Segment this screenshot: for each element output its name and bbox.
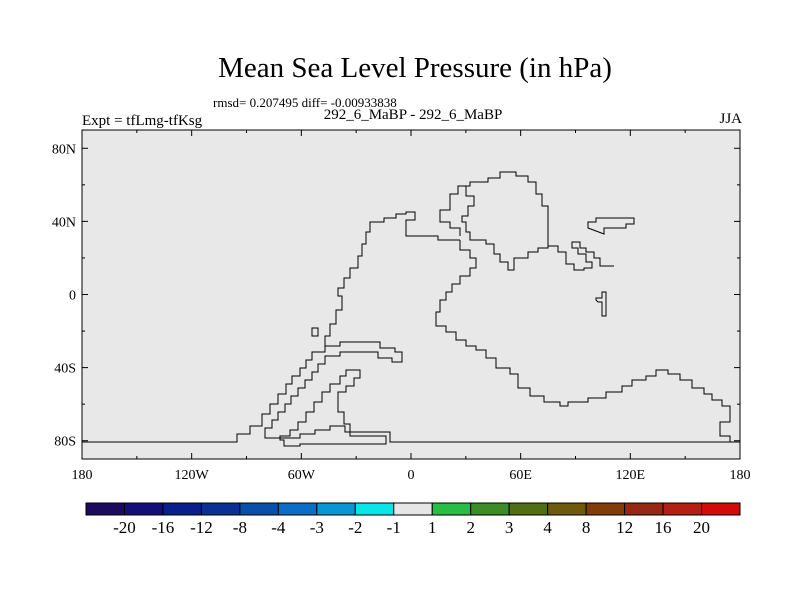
case-text: 292_6_MaBP - 292_6_MaBP bbox=[323, 107, 503, 123]
colorbar-label: 12 bbox=[616, 518, 633, 537]
chart-title: Mean Sea Level Pressure (in hPa) bbox=[218, 52, 612, 84]
coast-americas bbox=[311, 211, 460, 352]
colorbar-label: -8 bbox=[233, 518, 247, 537]
colorbar-box bbox=[431, 502, 472, 516]
axes: 180 120W 60W 0 60E 120E 180 80N 40N 0 40S 80S bbox=[52, 130, 751, 483]
y-tick-label: 40N bbox=[52, 215, 76, 230]
x-tick-label: 120W bbox=[175, 468, 210, 483]
x-tick-label: 120E bbox=[616, 468, 646, 483]
colorbar-label: 2 bbox=[466, 518, 475, 537]
colorbar-box bbox=[162, 502, 202, 516]
colorbar-label: -1 bbox=[387, 518, 401, 537]
colorbar-label: -12 bbox=[190, 518, 213, 537]
colorbar-box bbox=[200, 502, 241, 516]
x-tick-label: 180 bbox=[72, 468, 93, 483]
colorbar-label: -16 bbox=[152, 518, 175, 537]
coast-asia bbox=[548, 241, 614, 271]
x-tick-label: 180 bbox=[730, 468, 751, 483]
colorbar-box bbox=[547, 502, 587, 516]
colorbar-box bbox=[470, 502, 510, 516]
colorbar-label: -2 bbox=[348, 518, 362, 537]
season-label: JJA bbox=[719, 111, 742, 127]
coast-island-north bbox=[587, 217, 635, 235]
colorbar-label: -3 bbox=[310, 518, 324, 537]
colorbar-box bbox=[277, 502, 318, 516]
x-tick-label: 60E bbox=[509, 468, 532, 483]
coast-africa-east bbox=[435, 240, 740, 443]
colorbar-box bbox=[393, 502, 433, 516]
coast-africa-europe bbox=[439, 171, 549, 271]
coast-antarctica bbox=[82, 341, 741, 443]
y-tick-label: 80S bbox=[54, 435, 76, 450]
x-tick-label: 60W bbox=[288, 468, 316, 483]
coastlines bbox=[82, 171, 741, 447]
colorbar-label: 20 bbox=[693, 518, 710, 537]
colorbar-label: 8 bbox=[582, 518, 591, 537]
colorbar-label: 16 bbox=[655, 518, 672, 537]
expt-label: Expt = tfLmg-tfKsg bbox=[82, 113, 203, 129]
colorbar-box bbox=[585, 502, 626, 516]
stats-text: rmsd= 0.207495 diff= -0.00933838 bbox=[213, 95, 397, 110]
y-tick-label: 80N bbox=[52, 142, 76, 157]
colorbar-label: -20 bbox=[113, 518, 136, 537]
colorbar-label: -4 bbox=[271, 518, 286, 537]
colorbar-box bbox=[123, 502, 164, 516]
x-tick-label: 0 bbox=[408, 468, 415, 483]
colorbar-label: 1 bbox=[428, 518, 437, 537]
colorbar-label: 4 bbox=[543, 518, 552, 537]
colorbar-box bbox=[624, 502, 664, 516]
map-field bbox=[82, 130, 740, 459]
colorbar-box bbox=[701, 502, 741, 516]
coast-inner-peninsula bbox=[279, 369, 387, 447]
colorbar-box bbox=[85, 502, 125, 516]
colorbar-box bbox=[508, 502, 549, 516]
colorbar-box bbox=[239, 502, 279, 516]
colorbar-label: 3 bbox=[505, 518, 514, 537]
colorbar-box bbox=[662, 502, 703, 516]
y-tick-label: 40S bbox=[54, 362, 76, 377]
y-tick-label: 0 bbox=[69, 289, 76, 304]
coast-island-india bbox=[595, 291, 607, 317]
colorbar-box bbox=[354, 502, 395, 516]
colorbar-box bbox=[316, 502, 356, 516]
colorbar: -20 -16 -12 -8 -4 -3 -2 -1 1 2 3 4 8 12 16 20 bbox=[85, 502, 741, 537]
